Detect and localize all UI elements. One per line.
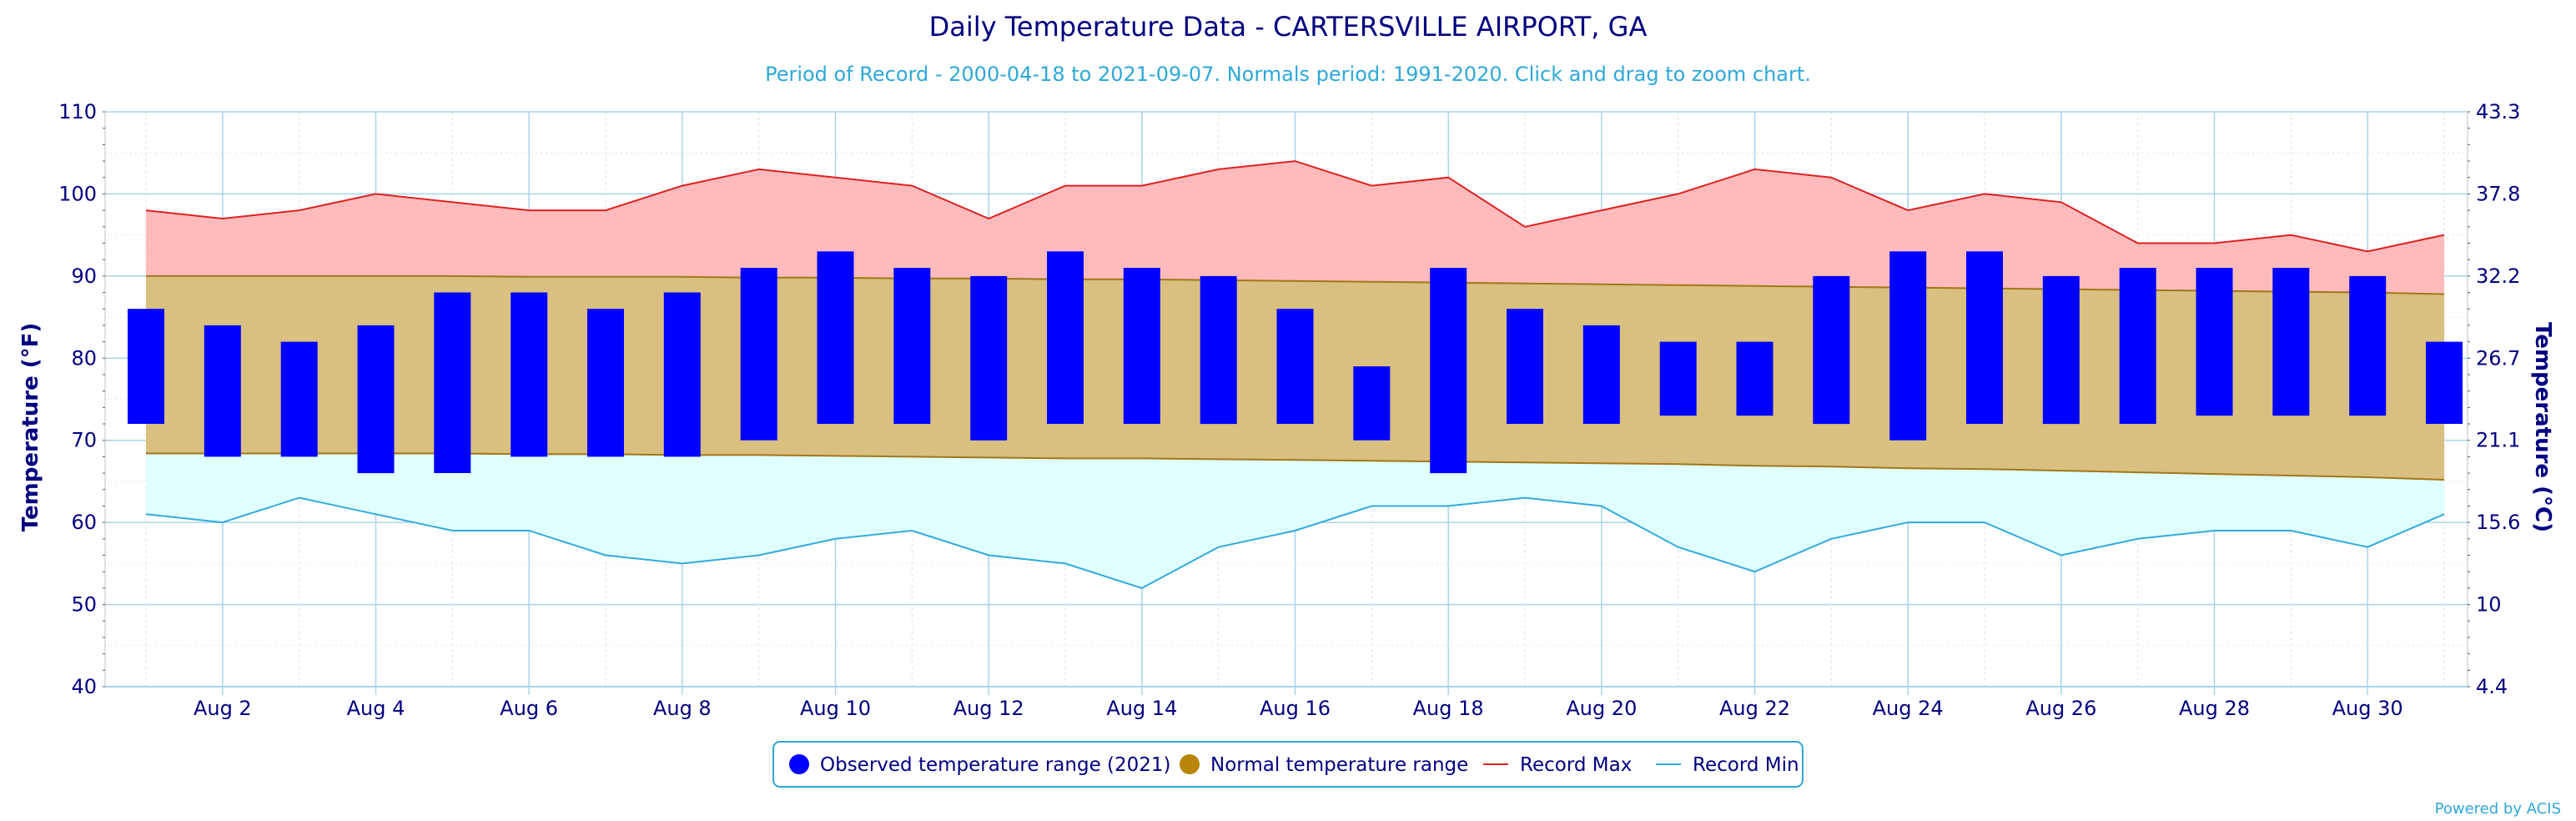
x-tick-label: Aug 28 bbox=[2179, 697, 2250, 720]
observed-bar bbox=[434, 292, 471, 473]
observed-bar bbox=[893, 268, 931, 424]
observed-bar bbox=[1353, 366, 1391, 441]
legend-item-normal[interactable]: Normal temperature range bbox=[1180, 754, 1468, 776]
record-min-area bbox=[145, 453, 2445, 589]
y-tick-label-left: 40 bbox=[71, 675, 97, 698]
x-tick-label: Aug 20 bbox=[1566, 697, 1637, 720]
observed-bar bbox=[817, 251, 854, 424]
observed-bar bbox=[2426, 341, 2463, 424]
observed-bar bbox=[1047, 251, 1084, 424]
observed-bar bbox=[1276, 309, 1314, 424]
observed-bar bbox=[1813, 275, 1850, 425]
legend-normal-label: Normal temperature range bbox=[1210, 754, 1468, 776]
observed-bar bbox=[1736, 341, 1774, 416]
legend-record-min-label: Record Min bbox=[1693, 754, 1799, 776]
axes: 40 4.4 50 10 60 15.6 70 21.1 80 26.7 90 32.2 100 37.8… bbox=[58, 100, 2520, 720]
x-tick-label: Aug 8 bbox=[653, 697, 712, 720]
observed-bar bbox=[1200, 275, 1237, 425]
legend-item-record-min[interactable]: Record Min bbox=[1656, 754, 1799, 776]
observed-bar bbox=[1430, 268, 1467, 474]
y-tick-label-right: 10 bbox=[2476, 593, 2502, 617]
legend-record-max-label: Record Max bbox=[1520, 754, 1632, 776]
y-axis-label-right: Temperature (°C) bbox=[2530, 322, 2555, 532]
y-tick-label-left: 50 bbox=[71, 593, 97, 617]
legend-observed-label: Observed temperature range (2021) bbox=[820, 754, 1171, 776]
powered-by-credit[interactable]: Powered by ACIS bbox=[2435, 800, 2561, 818]
y-tick-label-left: 80 bbox=[71, 346, 97, 370]
x-tick-label: Aug 6 bbox=[500, 697, 558, 720]
x-tick-label: Aug 18 bbox=[1413, 697, 1484, 720]
legend-box bbox=[772, 741, 1804, 788]
y-tick-label-right: 15.6 bbox=[2476, 511, 2520, 534]
y-tick-label-right: 43.3 bbox=[2476, 100, 2520, 123]
observed-bar bbox=[1507, 309, 1543, 424]
observed-bar bbox=[587, 309, 624, 457]
observed-bar bbox=[357, 325, 395, 474]
x-tick-label: Aug 30 bbox=[2332, 697, 2403, 720]
observed-bar bbox=[204, 325, 241, 457]
y-tick-label-left: 60 bbox=[71, 511, 97, 534]
observed-bar bbox=[663, 292, 701, 457]
record-max-fill bbox=[146, 161, 2444, 295]
y-axis-label-left: Temperature (°F) bbox=[18, 323, 43, 532]
y-tick-label-right: 21.1 bbox=[2476, 429, 2520, 452]
observed-bar bbox=[740, 268, 777, 441]
y-tick-label-right: 26.7 bbox=[2476, 346, 2520, 370]
observed-bar bbox=[280, 341, 318, 457]
y-tick-label-right: 32.2 bbox=[2476, 264, 2520, 288]
observed-bars bbox=[128, 251, 2463, 474]
x-tick-label: Aug 10 bbox=[800, 697, 871, 720]
record-max-area bbox=[145, 160, 2445, 295]
y-tick-label-right: 37.8 bbox=[2476, 182, 2520, 205]
observed-bar bbox=[2196, 268, 2233, 416]
legend-item-record-max[interactable]: Record Max bbox=[1483, 754, 1632, 776]
x-tick-label: Aug 2 bbox=[194, 697, 252, 720]
record-max-line bbox=[145, 160, 2445, 253]
observed-bar bbox=[2042, 275, 2080, 425]
x-tick-label: Aug 26 bbox=[2025, 697, 2096, 720]
observed-bar bbox=[1966, 251, 2003, 424]
legend-normal-symbol bbox=[1180, 754, 1200, 774]
observed-bar bbox=[128, 309, 164, 424]
legend-item-observed[interactable]: Observed temperature range (2021) bbox=[789, 754, 1171, 776]
observed-bar bbox=[1123, 268, 1160, 424]
observed-bar bbox=[1659, 341, 1697, 416]
y-tick-label-left: 110 bbox=[58, 100, 97, 123]
x-tick-label: Aug 4 bbox=[347, 697, 405, 720]
chart-title: Daily Temperature Data - CARTERSVILLE AI… bbox=[929, 11, 1648, 43]
x-tick-label: Aug 12 bbox=[953, 697, 1024, 720]
observed-bar bbox=[970, 275, 1008, 441]
observed-bar bbox=[1582, 325, 1620, 424]
record-min-line bbox=[145, 496, 2445, 589]
record-min-fill bbox=[146, 453, 2444, 588]
legend-observed-symbol bbox=[789, 754, 809, 774]
observed-bar bbox=[2349, 275, 2387, 416]
observed-bar bbox=[511, 292, 548, 457]
x-tick-label: Aug 22 bbox=[1719, 697, 1790, 720]
x-tick-label: Aug 14 bbox=[1106, 697, 1177, 720]
y-tick-label-left: 90 bbox=[71, 264, 97, 288]
observed-bar bbox=[2119, 268, 2156, 424]
x-tick-label: Aug 24 bbox=[1873, 697, 1944, 720]
chart-legend[interactable]: Observed temperature range (2021) Normal… bbox=[772, 741, 1804, 788]
chart-subtitle: Period of Record - 2000-04-18 to 2021-09… bbox=[765, 63, 1811, 86]
x-tick-label: Aug 16 bbox=[1260, 697, 1331, 720]
y-tick-label-left: 100 bbox=[58, 182, 97, 205]
observed-bar bbox=[1889, 251, 1927, 441]
y-tick-label-left: 70 bbox=[71, 429, 97, 452]
y-tick-label-right: 4.4 bbox=[2476, 675, 2508, 698]
observed-bar bbox=[2272, 268, 2310, 416]
